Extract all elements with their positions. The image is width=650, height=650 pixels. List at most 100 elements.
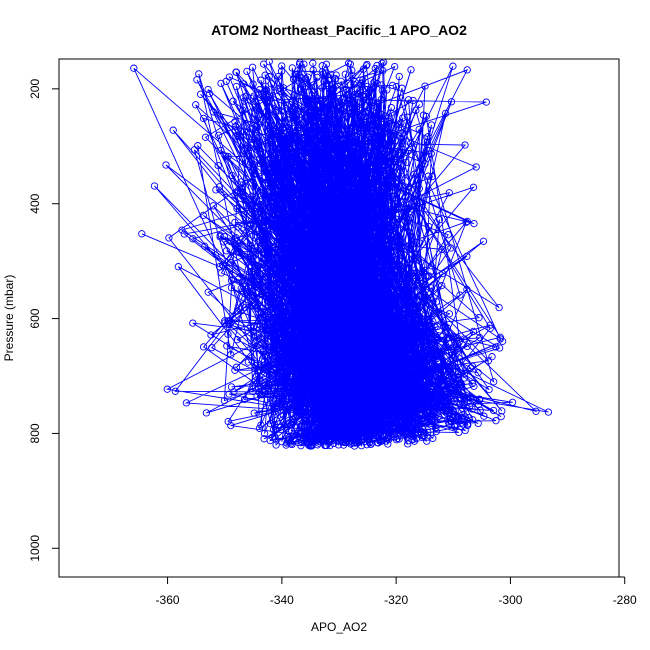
data-point <box>311 319 320 328</box>
x-tick-label: -300 <box>498 593 522 607</box>
data-point <box>485 385 493 394</box>
data-point <box>283 169 291 178</box>
data-point <box>356 264 364 273</box>
data-point <box>293 411 301 419</box>
data-point <box>335 149 343 157</box>
data-point <box>327 154 335 162</box>
data-point <box>431 323 439 331</box>
data-point <box>249 327 257 335</box>
data-point <box>375 422 384 430</box>
data-point <box>413 324 421 332</box>
data-point <box>238 106 247 114</box>
data-point <box>204 85 212 94</box>
data-point <box>294 311 302 319</box>
data-point <box>255 90 263 98</box>
data-point <box>297 122 306 130</box>
data-point <box>544 408 553 416</box>
data-point <box>269 276 277 284</box>
data-point <box>466 393 475 402</box>
data-point <box>532 407 540 415</box>
data-point <box>422 293 430 301</box>
data-point <box>287 271 296 279</box>
data-point <box>454 345 462 353</box>
data-point <box>363 193 371 201</box>
data-point <box>310 263 318 272</box>
data-point <box>268 174 276 183</box>
data-point <box>447 244 455 252</box>
data-point <box>279 143 287 151</box>
data-point <box>363 381 372 389</box>
data-point <box>327 374 335 382</box>
data-point <box>270 408 278 416</box>
data-point <box>290 91 298 99</box>
data-point <box>331 190 340 198</box>
data-point <box>306 395 314 404</box>
data-point <box>331 194 339 203</box>
data-point <box>323 324 331 332</box>
data-point <box>286 161 295 169</box>
data-point <box>333 130 341 138</box>
data-point <box>422 408 430 417</box>
data-point <box>283 155 291 163</box>
data-point <box>418 399 427 407</box>
data-point <box>357 442 366 450</box>
data-point <box>389 179 397 188</box>
data-point <box>349 369 358 377</box>
data-point <box>315 309 323 318</box>
data-point <box>361 330 370 338</box>
data-point <box>432 427 440 436</box>
data-point <box>359 374 367 382</box>
data-point <box>332 384 340 392</box>
data-point <box>320 117 328 125</box>
data-point <box>468 379 476 388</box>
data-point <box>320 77 328 86</box>
data-point <box>422 372 430 380</box>
data-point <box>246 277 255 286</box>
data-point <box>285 419 293 427</box>
data-point <box>293 150 301 159</box>
data-point <box>355 351 363 359</box>
data-point <box>232 234 240 242</box>
data-point <box>378 59 386 67</box>
data-point <box>432 352 440 360</box>
data-point <box>402 377 410 385</box>
data-point <box>385 311 394 319</box>
data-point <box>362 141 370 149</box>
data-point <box>346 434 354 442</box>
data-point <box>404 216 413 224</box>
data-point <box>343 316 351 324</box>
data-point <box>297 421 306 430</box>
data-point <box>272 389 281 397</box>
data-point <box>313 73 321 82</box>
data-point <box>304 145 313 153</box>
data-point <box>336 403 344 411</box>
data-point <box>332 234 340 243</box>
data-point <box>231 118 239 126</box>
data-point <box>301 250 310 258</box>
data-point <box>287 291 295 299</box>
data-point <box>323 99 331 108</box>
data-point <box>369 238 378 246</box>
data-point <box>431 412 439 421</box>
data-point <box>169 126 177 134</box>
data-point <box>313 421 322 429</box>
data-point <box>255 410 263 418</box>
data-point <box>362 108 370 116</box>
data-point <box>301 256 310 264</box>
data-point <box>378 120 386 129</box>
data-point <box>402 339 410 348</box>
data-point <box>312 259 320 267</box>
data-point <box>438 281 446 290</box>
data-point <box>350 255 358 264</box>
data-point <box>322 69 330 77</box>
data-point <box>463 66 471 74</box>
data-point <box>240 80 248 88</box>
data-point <box>312 429 320 437</box>
data-point <box>303 330 312 339</box>
data-point <box>331 141 340 149</box>
data-point <box>303 160 311 168</box>
data-point <box>350 413 358 422</box>
data-point <box>275 168 284 177</box>
data-point <box>320 335 328 343</box>
data-point <box>253 392 261 401</box>
